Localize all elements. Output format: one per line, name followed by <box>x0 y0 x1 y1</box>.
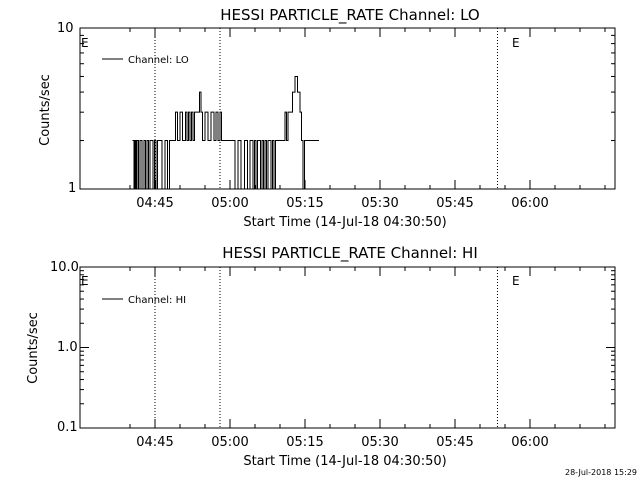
lo-xtick-label: 04:45 <box>136 196 173 211</box>
chart-hi-plot-frame <box>79 266 616 429</box>
lo-xtick-label: 05:30 <box>361 196 398 211</box>
chart-hi-ytick-label: 10.0 <box>50 260 79 275</box>
chart-hi-ylabel: Counts/sec <box>26 312 41 384</box>
chart-lo-xtick-labels: 04:45 05:00 05:15 05:30 05:45 06:00 <box>136 196 548 211</box>
lo-xtick-label: 05:15 <box>286 196 323 211</box>
chart-lo-marker-label: E <box>512 36 520 50</box>
hi-xtick-label: 05:00 <box>211 435 248 450</box>
chart-lo: HESSI PARTICLE_RATE Channel: LO E E Chan… <box>38 6 616 230</box>
chart-lo-ytick-label: 10 <box>57 21 74 36</box>
chart-lo-title: HESSI PARTICLE_RATE Channel: LO <box>220 6 479 25</box>
chart-lo-xlabel: Start Time (14-Jul-18 04:30:50) <box>243 215 446 230</box>
chart-hi-ticks <box>80 266 615 429</box>
chart-lo-legend: Channel: LO <box>102 55 189 66</box>
chart-hi-marker-label: E <box>81 274 89 288</box>
chart-lo-plot-frame <box>79 27 616 190</box>
chart-hi-event-lines <box>154 267 498 428</box>
lo-xtick-label: 05:00 <box>211 196 248 211</box>
chart-lo-ytick-label: 1 <box>68 181 76 196</box>
chart-lo-event-lines <box>154 28 498 189</box>
hi-xtick-label: 05:45 <box>436 435 473 450</box>
chart-lo-series-line <box>132 75 319 190</box>
chart-hi-marker-label: E <box>512 274 520 288</box>
chart-hi: HESSI PARTICLE_RATE Channel: HI E E Chan… <box>26 244 616 469</box>
chart-hi-title: HESSI PARTICLE_RATE Channel: HI <box>222 244 478 263</box>
chart-hi-legend-label: Channel: HI <box>128 295 186 306</box>
chart-hi-legend: Channel: HI <box>102 295 186 306</box>
chart-lo-ylabel: Counts/sec <box>38 74 53 146</box>
timestamp-stamp: 28-Jul-2018 15:29 <box>565 468 637 477</box>
chart-hi-xlabel: Start Time (14-Jul-18 04:30:50) <box>243 454 446 469</box>
lo-xtick-label: 05:45 <box>436 196 473 211</box>
chart-lo-marker-label: E <box>81 36 89 50</box>
hi-xtick-label: 06:00 <box>511 435 548 450</box>
hi-xtick-label: 05:30 <box>361 435 398 450</box>
chart-hi-xtick-labels: 04:45 05:00 05:15 05:30 05:45 06:00 <box>136 435 548 450</box>
hi-xtick-label: 04:45 <box>136 435 173 450</box>
chart-hi-ytick-label: 0.1 <box>57 420 78 435</box>
chart-hi-ytick-label: 1.0 <box>57 340 78 355</box>
chart-lo-series <box>132 75 319 190</box>
chart-lo-ticks <box>80 27 615 190</box>
hi-xtick-label: 05:15 <box>286 435 323 450</box>
chart-lo-legend-label: Channel: LO <box>128 55 189 66</box>
lo-xtick-label: 06:00 <box>511 196 548 211</box>
